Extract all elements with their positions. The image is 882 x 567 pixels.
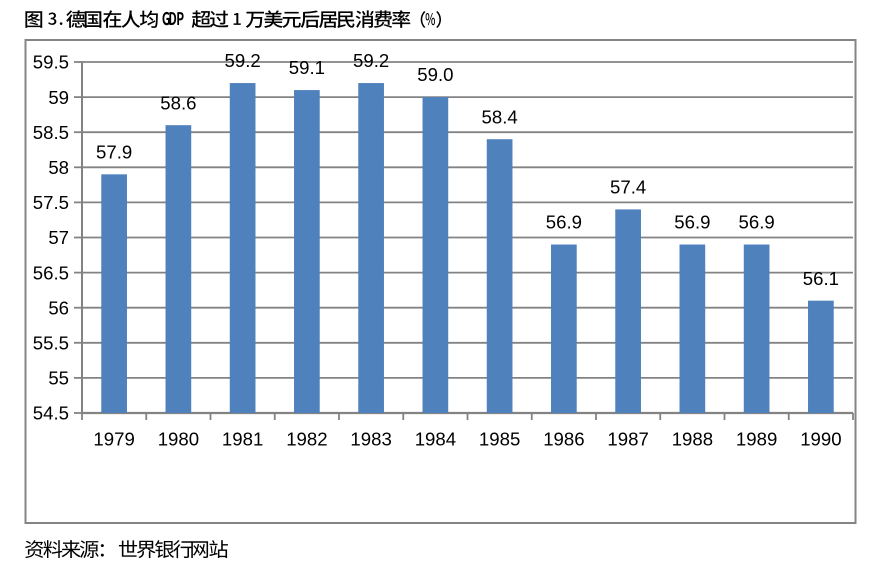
- svg-text:59: 59: [48, 87, 69, 108]
- svg-text:57.9: 57.9: [96, 141, 132, 162]
- svg-text:56.5: 56.5: [33, 262, 69, 283]
- svg-text:57: 57: [48, 227, 69, 248]
- svg-text:58.4: 58.4: [482, 106, 518, 127]
- svg-text:59.2: 59.2: [225, 50, 261, 71]
- svg-text:1988: 1988: [672, 429, 713, 450]
- svg-text:58.5: 58.5: [33, 122, 69, 143]
- svg-text:59.1: 59.1: [289, 57, 325, 78]
- svg-text:59.2: 59.2: [353, 50, 389, 71]
- svg-text:1981: 1981: [222, 429, 263, 450]
- svg-text:56: 56: [48, 297, 69, 318]
- svg-text:57.5: 57.5: [33, 192, 69, 213]
- svg-text:1986: 1986: [543, 429, 584, 450]
- svg-text:1980: 1980: [158, 429, 199, 450]
- svg-text:1984: 1984: [415, 429, 456, 450]
- svg-text:56.9: 56.9: [546, 212, 582, 233]
- svg-text:1989: 1989: [736, 429, 777, 450]
- svg-text:58: 58: [48, 157, 69, 178]
- svg-text:55: 55: [48, 368, 69, 389]
- svg-text:1979: 1979: [93, 429, 134, 450]
- svg-text:55.5: 55.5: [33, 333, 69, 354]
- svg-text:56.9: 56.9: [739, 212, 775, 233]
- svg-text:1983: 1983: [350, 429, 391, 450]
- svg-text:56.1: 56.1: [803, 268, 839, 289]
- svg-text:57.4: 57.4: [610, 177, 646, 198]
- svg-text:59.0: 59.0: [417, 64, 453, 85]
- svg-text:56.9: 56.9: [674, 212, 710, 233]
- svg-text:54.5: 54.5: [33, 403, 69, 424]
- svg-text:1982: 1982: [286, 429, 327, 450]
- svg-text:58.6: 58.6: [160, 92, 196, 113]
- svg-text:1990: 1990: [800, 429, 841, 450]
- svg-text:1987: 1987: [607, 429, 648, 450]
- svg-text:1985: 1985: [479, 429, 520, 450]
- svg-text:59.5: 59.5: [33, 52, 69, 73]
